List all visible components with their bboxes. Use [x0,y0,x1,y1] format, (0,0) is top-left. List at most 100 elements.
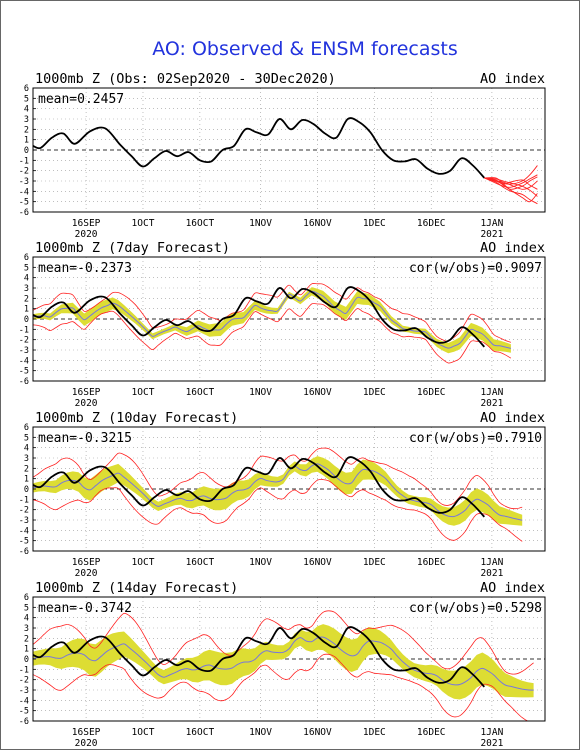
observed-line [33,626,485,688]
y-tick-label: -6 [19,208,29,218]
x-tick-label: 16NOV [303,727,332,738]
y-tick-label: 5 [24,603,29,613]
x-year-label: 2020 [75,229,98,240]
x-year-label: 2020 [75,738,98,749]
panel-3: 1000mb Z (10day Forecast) AO index 6543210… [19,410,546,579]
y-tick-label: -4 [19,356,29,366]
y-tick-label: 6 [24,253,29,263]
y-tick-label: 6 [24,423,29,433]
y-tick-label: 3 [24,454,29,464]
spread-band [33,624,534,700]
x-tick-label: 1NOV [249,218,272,229]
x-tick-label: 1JAN [480,557,503,568]
y-tick-label: -5 [19,707,29,717]
y-tick-label: 5 [24,263,29,273]
x-tick-label: 1JAN [480,727,503,738]
y-tick-label: 2 [24,634,29,644]
x-tick-label: 16DEC [417,218,446,229]
envelope-upper [33,610,534,675]
ensemble-member-line [484,177,538,197]
x-tick-label: 16OCT [186,557,215,568]
envelope-lower [33,303,512,364]
y-tick-label: 5 [24,433,29,443]
panel-title: 1000mb Z (Obs: 02Sep2020 - 30Dec2020) [35,71,336,87]
x-tick-label: 1DEC [363,218,386,229]
y-tick-label: -2 [19,506,29,516]
y-tick-label: -1 [19,325,29,335]
y-tick-label: 3 [24,115,29,125]
x-tick-label: 16OCT [186,727,215,738]
plot-area [33,283,512,364]
x-year-label: 2020 [75,398,98,409]
mean-label: mean=-0.3742 [38,601,132,616]
y-tick-label: -3 [19,177,29,187]
y-tick-label: 1 [24,475,29,485]
x-tick-label: 16NOV [303,218,332,229]
correlation-label: cor(w/obs)=0.9097 [409,261,542,276]
y-tick-label: 6 [24,84,29,94]
y-tick-label: -3 [19,516,29,526]
y-tick-label: -6 [19,547,29,557]
y-tick-label: 5 [24,94,29,104]
panel-index-label: AO index [480,580,545,596]
x-tick-label: 1JAN [480,387,503,398]
y-tick-label: -6 [19,377,29,387]
x-tick-label: 1OCT [132,727,155,738]
x-tick-label: 16SEP [72,218,101,229]
y-tick-label: -6 [19,717,29,727]
y-tick-label: -3 [19,346,29,356]
x-tick-label: 16SEP [72,727,101,738]
ensemble-mean-line [33,636,534,691]
y-tick-label: 2 [24,294,29,304]
envelope-lower [33,479,523,542]
x-tick-label: 1DEC [363,557,386,568]
x-tick-label: 16DEC [417,387,446,398]
correlation-label: cor(w/obs)=0.7910 [409,431,542,446]
y-tick-label: -2 [19,336,29,346]
y-tick-label: 3 [24,284,29,294]
plot-area [33,447,523,542]
y-tick-label: 0 [24,485,29,495]
x-tick-label: 1OCT [132,218,155,229]
panel-index-label: AO index [480,71,545,87]
y-tick-label: 4 [24,444,29,454]
x-year-label: 2021 [480,229,503,240]
y-tick-label: -1 [19,495,29,505]
y-tick-label: 4 [24,105,29,115]
observed-line [33,286,485,348]
mean-label: mean=-0.3215 [38,431,132,446]
y-tick-label: 1 [24,136,29,146]
y-tick-label: -5 [19,367,29,377]
x-tick-label: 1NOV [249,387,272,398]
observed-line [33,117,485,179]
y-tick-label: -2 [19,676,29,686]
y-tick-label: -4 [19,187,29,197]
ensemble-member-line [484,174,538,188]
y-tick-label: -5 [19,198,29,208]
y-tick-label: 2 [24,125,29,135]
y-tick-label: -4 [19,526,29,536]
panel-4: 1000mb Z (14day Forecast) AO index 6543210… [19,580,546,749]
x-tick-label: 1JAN [480,218,503,229]
x-tick-label: 16SEP [72,387,101,398]
panel-title: 1000mb Z (10day Forecast) [35,410,238,426]
x-year-label: 2021 [480,398,503,409]
x-tick-label: 16OCT [186,218,215,229]
x-tick-label: 16OCT [186,387,215,398]
y-tick-label: -1 [19,665,29,675]
mean-label: mean=0.2457 [38,92,124,107]
panel-2: 1000mb Z (7day Forecast) AO index6543210-… [19,240,546,409]
y-tick-label: 3 [24,624,29,634]
y-tick-label: -1 [19,156,29,166]
figure-title: AO: Observed & ENSM forecasts [152,38,457,60]
envelope-upper [33,283,512,343]
y-tick-label: 2 [24,464,29,474]
y-tick-label: 1 [24,305,29,315]
panel-1: 1000mb Z (Obs: 02Sep2020 - 30Dec2020) AO … [19,71,546,240]
y-tick-label: 1 [24,645,29,655]
x-tick-label: 1OCT [132,557,155,568]
plot-area [33,117,538,205]
x-tick-label: 1NOV [249,727,272,738]
